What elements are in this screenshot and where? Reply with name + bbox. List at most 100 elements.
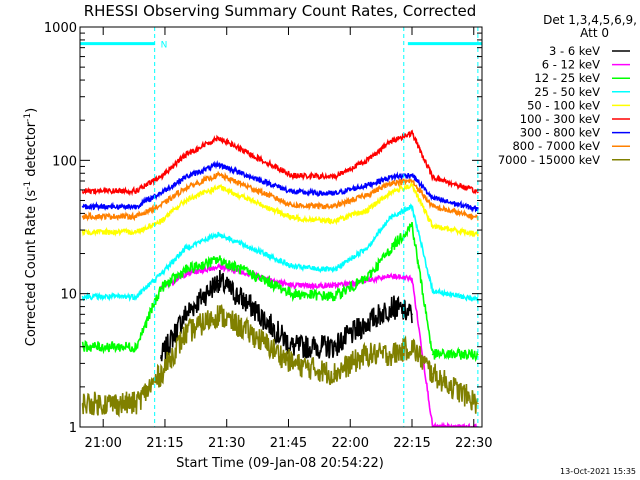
series-25-50-kev-point	[365, 247, 368, 249]
series-12-25-kev-point	[160, 287, 162, 289]
legend-label: 300 - 800 keV	[520, 126, 600, 140]
series-7000-15000-kev-point	[184, 333, 187, 335]
series-300-800-kev-point	[365, 184, 368, 187]
series-7000-15000-kev-point	[333, 373, 335, 375]
series-50-100-kev-point	[184, 199, 187, 202]
series-25-50-kev-point	[291, 265, 294, 268]
series-100-300-kev-point	[135, 190, 137, 192]
series-300-800-kev-point	[333, 193, 335, 195]
series-12-25-kev-point	[365, 277, 368, 280]
series-800-7000-kev-point	[365, 194, 368, 196]
series-12-25-kev-point	[250, 273, 253, 276]
series-7000-15000-kev-point	[217, 313, 220, 316]
y-tick-label: 100	[52, 154, 77, 169]
series-25-50-kev-point	[217, 233, 220, 235]
series-12-25-kev-point	[291, 292, 294, 295]
legend-header-line2: Att 0	[580, 26, 609, 40]
series-300-800-kev-point	[431, 197, 434, 199]
series-100-300-kev-point	[184, 154, 187, 156]
series-25-50-kev-point	[431, 290, 434, 292]
series-12-25-kev-point	[390, 247, 393, 249]
series-100-300-kev-point	[365, 159, 368, 162]
x-tick-label: 22:30	[455, 436, 492, 451]
y-tick-label: 10	[60, 288, 77, 303]
legend-label: 50 - 100 keV	[527, 98, 600, 112]
x-axis-label: Start Time (09-Jan-08 20:54:22)	[176, 456, 384, 471]
series-800-7000-kev-point	[135, 215, 137, 218]
series-7000-15000-kev-point	[365, 353, 368, 356]
series-100-300-kev-point	[291, 174, 294, 177]
legend-label: 800 - 7000 keV	[512, 139, 600, 153]
series-800-7000-kev-point	[250, 187, 253, 189]
series-50-100-kev-point	[411, 184, 413, 187]
series-800-7000-kev-point	[431, 205, 434, 208]
x-tick-label: 22:00	[332, 436, 369, 451]
series-800-7000-kev-point	[217, 173, 220, 176]
series-50-100-kev-point	[431, 225, 434, 228]
y-tick-label: 1000	[44, 21, 77, 36]
series-100-300-kev-point	[431, 176, 434, 178]
series-100-300-kev-point	[81, 190, 84, 192]
series-25-50-kev-point	[160, 273, 162, 276]
series-800-7000-kev-point	[291, 204, 294, 207]
series-300-800-kev-point	[184, 176, 187, 178]
y-axis-label-part2: detector	[24, 121, 39, 181]
series-12-25-kev-point	[333, 295, 335, 298]
series-3-6-kev-point	[250, 305, 253, 308]
series-50-100-kev-point	[365, 209, 368, 212]
series-50-100-kev-point	[217, 186, 220, 188]
series-12-25-kev-point	[217, 258, 220, 261]
legend-label: 12 - 25 keV	[534, 71, 600, 85]
series-25-50-kev-point	[135, 295, 137, 298]
y-axis-label: Corrected Count Rate (s-1 detector-1)	[23, 108, 39, 346]
legend-label: 25 - 50 keV	[534, 85, 600, 99]
series-3-6-kev-point	[411, 313, 413, 316]
series-800-7000-kev-point	[81, 215, 84, 218]
series-25-50-kev-point	[250, 247, 253, 249]
series-100-300-kev-point	[390, 140, 393, 142]
series-100-300-kev-point	[333, 176, 335, 178]
series-50-100-kev-point	[160, 220, 162, 222]
series-6-12-kev-point	[217, 265, 220, 268]
series-800-7000-kev-point	[333, 205, 335, 208]
y-axis-label-sup2: -1	[23, 113, 33, 122]
series-7000-15000-kev-point	[431, 373, 434, 375]
series-3-6-kev-point	[184, 313, 187, 316]
legend-label: 3 - 6 keV	[549, 44, 600, 58]
series-3-6-kev-point	[390, 305, 393, 308]
series-6-12-kev-point	[411, 277, 413, 280]
series-12-25-kev-point	[477, 353, 479, 356]
series-25-50-kev-line	[81, 203, 479, 303]
series-300-800-kev-point	[217, 163, 220, 166]
series-6-12-kev-point	[333, 284, 335, 287]
series-50-100-kev-line	[81, 179, 479, 238]
x-tick-label: 21:30	[208, 436, 245, 451]
series-300-800-kev-point	[411, 173, 413, 176]
legend-label: 100 - 300 keV	[520, 112, 600, 126]
x-tick-label: 21:15	[146, 436, 183, 451]
series-50-100-kev-point	[390, 191, 393, 193]
series-50-100-kev-point	[81, 231, 84, 233]
series-3-6-kev-point	[160, 357, 162, 359]
series-50-100-kev-point	[291, 217, 294, 219]
series-800-7000-kev-point	[184, 187, 187, 189]
series-12-25-kev-point	[431, 353, 434, 356]
series-25-50-kev-point	[333, 269, 335, 272]
series-100-300-kev-point	[250, 154, 253, 156]
axis-layer: 21:00 21:15 21:30 21:45 22:00 22:15 22:30 1 10 10…	[44, 21, 493, 451]
series-3-6-kev-line	[160, 269, 413, 362]
y-tick-label: 1	[69, 421, 77, 436]
series-7000-15000-kev-point	[291, 362, 294, 365]
series-7000-15000-kev-point	[81, 402, 84, 405]
series-3-6-kev-point	[291, 345, 294, 348]
series-100-300-kev-point	[160, 176, 162, 178]
series-300-800-kev-point	[81, 205, 84, 208]
series-25-50-kev-point	[81, 295, 84, 298]
y-axis-label-part3: )	[24, 108, 39, 113]
x-tick-label: 22:15	[393, 436, 430, 451]
series-300-800-kev-point	[291, 191, 294, 193]
series-800-7000-kev-point	[390, 181, 393, 184]
x-tick-label: 21:00	[84, 436, 121, 451]
